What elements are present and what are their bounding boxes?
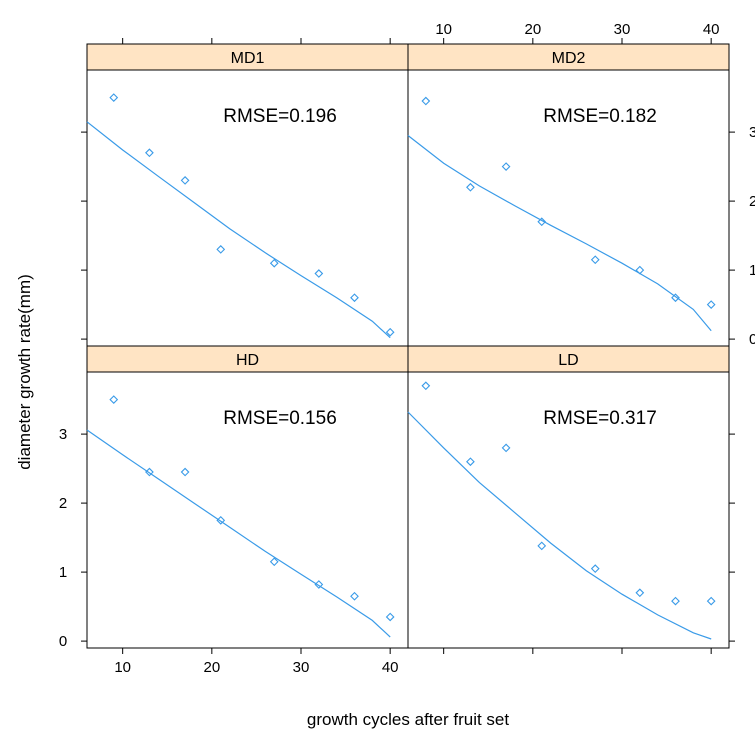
data-point [216,245,226,254]
strip-label-md1: MD1 [231,50,265,67]
strip-label-md2: MD2 [552,50,586,67]
data-point [109,395,119,404]
fit-curve [86,121,391,339]
y-tick-label: 0 [749,331,755,348]
data-point [269,557,279,567]
x-tick-label: 40 [703,21,720,38]
data-point [421,381,431,391]
strip-background [407,43,730,71]
data-point [385,327,395,337]
panel-hd: HD RMSE=0.156 [86,345,409,649]
fit-curve [407,135,712,332]
x-tick-label: 20 [524,21,541,38]
x-tick-label: 10 [435,21,452,38]
strip-label-ld: LD [558,352,578,369]
data-point [537,541,547,551]
y-tick-label: 1 [749,262,755,279]
x-tick-label: 10 [114,659,131,676]
data-point [350,293,359,303]
y-axis-title: diameter growth rate(mm) [15,274,34,470]
data-point [314,580,324,589]
strip-background [86,345,409,373]
data-point [180,467,190,477]
data-point [501,443,511,453]
data-point [590,564,600,574]
fit-curve [86,429,391,638]
y-tick-label: 2 [749,193,755,210]
data-point [145,148,154,158]
data-point [145,467,154,477]
panel-md1: MD1 RMSE=0.196 [86,43,409,347]
data-point [466,182,475,192]
strip-label-hd: HD [236,352,259,369]
data-point [216,515,226,525]
data-point [706,596,716,606]
data-point [350,591,359,601]
x-tick-label: 30 [614,21,631,38]
y-tick-label: 2 [59,495,67,512]
panel-ld: LD RMSE=0.317 [407,345,730,649]
plot-frame [407,371,730,649]
data-point [706,300,716,309]
rmse-label: RMSE=0.182 [543,106,657,127]
x-axis-title: growth cycles after fruit set [307,710,509,729]
data-point [501,162,511,171]
data-point [466,457,475,467]
y-tick-label: 0 [59,633,67,650]
fit-curve [407,411,712,640]
y-tick-label: 3 [59,426,67,443]
data-point [635,265,645,275]
axes: 10 10 20 20 30 30 40 40 0 0 1 1 2 2 3 3 [59,21,755,676]
x-tick-label: 30 [293,659,310,676]
data-point [314,269,324,278]
rmse-label: RMSE=0.196 [223,106,337,127]
x-tick-label: 20 [203,659,220,676]
panel-md2: MD2 RMSE=0.182 [407,43,730,347]
data-point [537,217,547,227]
y-tick-label: 1 [59,564,67,581]
data-point [671,293,680,303]
data-point [590,255,600,265]
data-point [635,588,645,598]
data-point [109,93,119,102]
x-tick-label: 40 [382,659,399,676]
data-point [385,612,395,622]
data-point [180,176,190,185]
strip-background [86,43,409,71]
y-tick-label: 3 [749,124,755,141]
panels-layer: MD1 RMSE=0.196 MD2 RMSE=0.182 HD RMSE=0.156 LD… [59,21,755,676]
data-point [671,596,680,606]
data-point [421,96,431,106]
data-point [269,258,279,268]
rmse-label: RMSE=0.317 [543,408,657,429]
rmse-label: RMSE=0.156 [223,408,337,429]
